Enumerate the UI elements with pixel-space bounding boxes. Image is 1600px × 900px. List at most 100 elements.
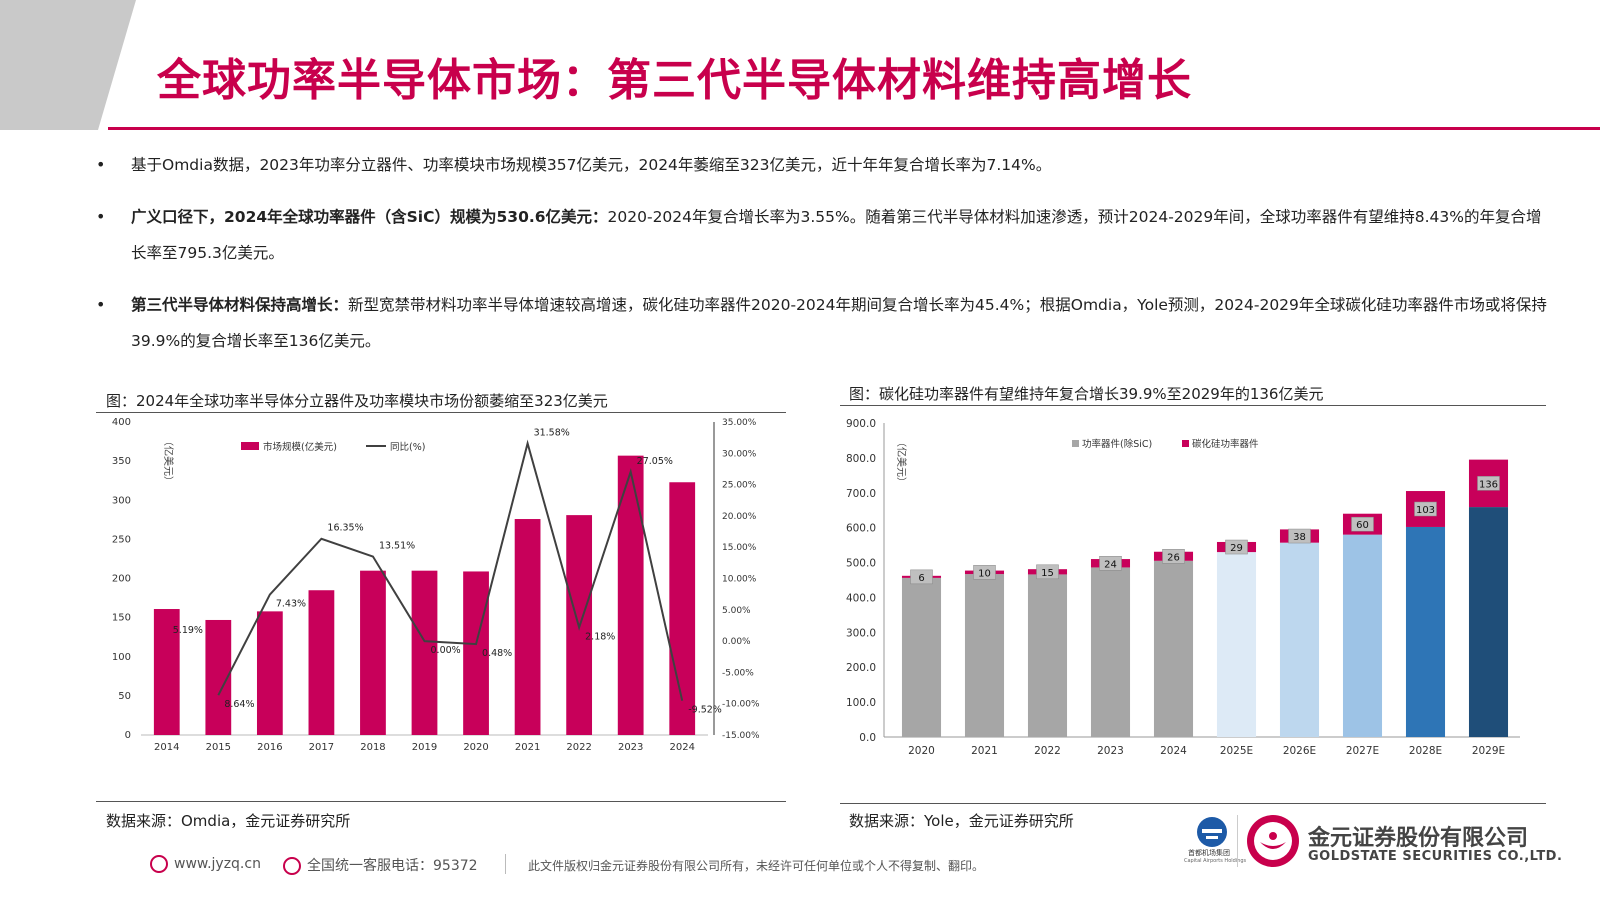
data-label-box: [1351, 516, 1374, 532]
y2-tick-label: 20.00%: [722, 512, 757, 522]
legend-label: 同比(%): [390, 441, 425, 453]
bar-base: [901, 577, 942, 737]
bar: [617, 455, 644, 735]
x-tick-label: 2021: [515, 742, 540, 753]
data-label: 0.48%: [482, 648, 512, 659]
legend-label: 碳化硅功率器件: [1192, 438, 1259, 450]
bar-base: [964, 574, 1005, 737]
y-tick-label: 0.0: [859, 732, 876, 744]
market-size-chart: 0 50 100 150 200 250 300 350 400 -15.00% -10.00% -5…: [112, 417, 760, 753]
legend-label: 市场规模(亿美元): [263, 441, 337, 453]
data-label: 103: [1416, 505, 1435, 516]
legend-swatch: [241, 442, 259, 450]
data-label: 38: [1293, 532, 1306, 543]
data-label: 15: [1041, 568, 1054, 579]
data-label: 31.58%: [534, 427, 570, 438]
data-label: 6: [918, 573, 924, 584]
sic-forecast-chart: 0.0 100.0 200.0 300.0 400.0 500.0 600.0 700.0 80…: [846, 418, 1520, 757]
y2-tick-label: 30.00%: [722, 449, 757, 459]
right-figure-title: 图：碳化硅功率器件有望维持年复合增长39.9%至2029年的136亿美元: [849, 385, 1324, 403]
y2-tick-label: 5.00%: [722, 606, 751, 616]
bar: [308, 590, 335, 735]
y-tick-label: 700.0: [846, 488, 876, 500]
data-label: 5.19%: [173, 625, 203, 636]
bullet-item: • 第三代半导体材料保持高增长：新型宽禁带材料功率半导体增速较高增速，碳化硅功率…: [96, 287, 1556, 359]
data-label: 13.51%: [379, 541, 415, 552]
bar: [360, 570, 386, 735]
unit-label: （亿美元）: [162, 436, 175, 486]
bullet-text: 2020-2024年复合增长率为3.55%。随着第三代半导体材料加速渗透，预计2…: [131, 208, 1542, 262]
data-label: 27.05%: [637, 456, 673, 467]
data-label: 0.00%: [431, 645, 461, 656]
goldstate-logo-icon: [1247, 815, 1299, 867]
y-tick-label: 350: [112, 456, 131, 467]
data-label-box: [910, 569, 933, 585]
airport-name: 首都机场集团: [1188, 849, 1230, 857]
bar-base: [1279, 542, 1320, 737]
footer-hotline: 全国统一客服电话：95372: [283, 855, 478, 875]
x-tick-label: 2020: [908, 745, 935, 757]
right-figure-rule: [840, 405, 1546, 406]
bullet-text: 新型宽禁带材料功率半导体增速较高增速，碳化硅功率器件2020-2024年期间复合…: [131, 296, 1547, 350]
data-label: 60: [1356, 520, 1369, 531]
company-name-en: GOLDSTATE SECURITIES CO.,LTD.: [1308, 849, 1563, 864]
bar: [463, 571, 489, 735]
bar-base: [1468, 507, 1509, 737]
y-tick-label: 250: [112, 534, 131, 545]
x-tick-label: 2018: [360, 742, 385, 753]
y-tick-label: 200.0: [846, 662, 876, 674]
y-tick-label: 100: [112, 652, 131, 663]
data-label-box: [1099, 556, 1122, 571]
bar-base: [1153, 560, 1194, 737]
y2-tick-label: -5.00%: [722, 668, 754, 678]
data-label: 24: [1104, 559, 1117, 570]
data-label: 16.35%: [327, 523, 363, 534]
y-tick-label: 300: [112, 495, 131, 506]
bar-base: [1216, 552, 1257, 737]
y2-tick-label: 10.00%: [722, 575, 757, 585]
y-tick-label: 300.0: [846, 627, 876, 639]
bar-base: [1090, 567, 1131, 737]
data-label: -9.52%: [688, 705, 722, 716]
unit-label: （亿美元）: [895, 437, 908, 487]
y-tick-label: 900.0: [846, 418, 876, 430]
airport-logo-icon: [1197, 817, 1227, 847]
bullet-item: • 广义口径下，2024年全球功率器件（含SiC）规模为530.6亿美元：202…: [96, 199, 1556, 271]
y2-tick-label: 0.00%: [722, 637, 751, 647]
title-divider: [108, 127, 1600, 130]
x-tick-label: 2021: [971, 745, 998, 757]
airport-name-en: Capital Airports Holdings: [1184, 858, 1247, 864]
bullet-text: 基于Omdia数据，2023年功率分立器件、功率模块市场规模357亿美元，202…: [131, 156, 1052, 174]
y-tick-label: 200: [112, 574, 131, 585]
data-label: 2.18%: [585, 631, 615, 642]
x-tick-label: 2014: [154, 742, 179, 753]
footer-website[interactable]: www.jyzq.cn: [150, 855, 261, 873]
page-title: 全球功率半导体市场：第三代半导体材料维持高增长: [157, 55, 1192, 106]
phone-icon: [283, 857, 301, 875]
bullet-item: • 基于Omdia数据，2023年功率分立器件、功率模块市场规模357亿美元，2…: [96, 147, 1556, 183]
x-tick-label: 2028E: [1409, 745, 1442, 757]
x-tick-label: 2020: [463, 742, 488, 753]
x-tick-label: 2023: [618, 742, 643, 753]
bullet-list: • 基于Omdia数据，2023年功率分立器件、功率模块市场规模357亿美元，2…: [96, 147, 1556, 375]
right-source-rule: [840, 803, 1546, 804]
x-tick-label: 2025E: [1220, 745, 1253, 757]
company-name: 金元证券股份有限公司: [1308, 826, 1529, 851]
legend-swatch: [1182, 440, 1189, 447]
x-tick-label: 2022: [566, 742, 591, 753]
footer: www.jyzq.cn 全国统一客服电话：95372 此文件版权归金元证券股份有…: [0, 842, 1600, 900]
bar-base: [1342, 534, 1383, 737]
data-label-box: [1036, 564, 1059, 580]
bar: [514, 519, 541, 735]
y2-tick-label: 35.00%: [722, 418, 757, 428]
data-label-box: [1477, 476, 1500, 491]
x-tick-label: 2024: [670, 742, 695, 753]
y-tick-label: 50: [118, 691, 131, 702]
bullet-dot-icon: •: [96, 207, 106, 226]
data-label-box: [1162, 549, 1185, 564]
y-tick-label: 500.0: [846, 558, 876, 570]
data-label: 136: [1479, 479, 1498, 490]
bar: [256, 611, 283, 735]
bar-base: [1027, 574, 1068, 737]
x-tick-label: 2024: [1160, 745, 1187, 757]
